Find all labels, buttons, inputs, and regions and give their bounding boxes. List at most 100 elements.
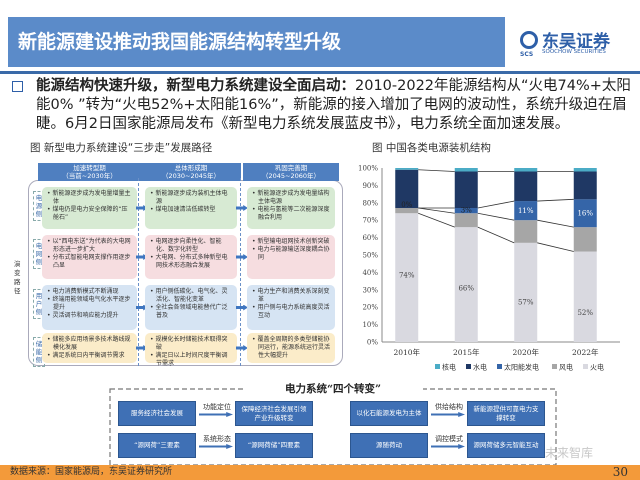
cell-bullet: • 满足系统日内平衡调节需求 [47, 352, 125, 359]
path-cell: • 覆盖全周期的多类型储能协同运行，能源系统运行灵活性大幅提升 [247, 333, 335, 363]
connector-line [537, 242, 574, 252]
cell-text: 灵活调节和响应能力提升 [52, 312, 119, 319]
connector-line [418, 169, 455, 172]
cell-bullet: • 电力生产和消费关系深刻变革 [252, 288, 330, 303]
legend-label: 水电 [473, 363, 487, 372]
cell-text: 新型输电组网技术创新突破 [257, 238, 330, 245]
stage-header: 加速转型期 （当前~2030年） [38, 163, 141, 181]
data-label-thermal: 57% [518, 298, 534, 306]
arrow-icon [431, 444, 465, 449]
lead-bold: 能源结构快速升级，新型电力系统建设全面启动： [36, 78, 355, 94]
legend-label: 太阳能发电 [504, 363, 539, 372]
y-tick-label: 0% [367, 339, 378, 347]
bar-风电 [454, 213, 478, 228]
connector-line [418, 212, 455, 228]
data-label-solar: 16% [577, 210, 593, 218]
path-cell: • 新能源逐步成为发电量结构主体电源 • 电能与氢能等二次能源深度融合利用 [247, 187, 335, 229]
bar-水电 [454, 171, 478, 209]
arrow-icon [136, 304, 148, 311]
y-tick-label: 10% [362, 321, 378, 329]
cell-bullet: • 以“西电东送”为代表的大电网形态进一步扩大 [47, 238, 131, 253]
path-cell: • 新型输电组网技术创新突破 • 电力与能源输送深度耦合协同 [247, 235, 335, 279]
arrow-icon [236, 304, 248, 311]
transforms-title: 电力系统“四个转变” [284, 383, 382, 395]
y-tick-label: 80% [362, 199, 378, 207]
path-cell: • 新能源逐步成为装机主体电源 • 煤电加速清洁低碳转型 [145, 187, 237, 229]
arrow-icon [431, 412, 465, 417]
cell-bullet: • 新能源逐步成为装机主体电源 [150, 190, 228, 205]
header-rule [0, 71, 640, 74]
arrow-icon [236, 345, 248, 351]
cell-bullet: • 规模化长时储能技术取得突破 [150, 336, 228, 351]
data-label-thermal: 74% [399, 272, 415, 280]
bar-水电 [395, 169, 419, 209]
arrow-icon [136, 345, 148, 351]
cell-bullet: • 新型输电组网技术创新突破 [252, 238, 330, 245]
cell-text: 用户侧低碳化、电气化、灵活化、智能化变革 [155, 288, 228, 303]
cell-text: 煤电仍是电力安全保障的“压舱石” [52, 206, 128, 221]
bullet-box-icon [12, 81, 23, 92]
legend-label: 火电 [590, 363, 604, 372]
cell-text: 新能源逐步成为发电量增量主体 [52, 190, 131, 205]
cell-text: 规模化长时储能技术取得突破 [155, 336, 228, 351]
cell-text: 电网逐步向柔性化、智能化、数字化转型 [155, 238, 222, 253]
data-label-solar: 11% [518, 207, 534, 215]
cell-bullet: • 终端用能领域电气化水平逐步提升 [47, 296, 131, 311]
path-cell: • 电力生产和消费关系深刻变革 • 用户侧与电力系统高度灵活互动 [247, 285, 335, 330]
bar-核电 [573, 168, 597, 172]
side-label: 演变路径 [14, 260, 21, 295]
cell-text: 新能源逐步成为装机主体电源 [155, 190, 228, 205]
transform-from-box: “源网荷”三要素 [118, 433, 196, 458]
bar-水电 [514, 171, 538, 202]
connector-line [537, 198, 574, 202]
watermark: 未来智库 [545, 446, 594, 460]
cell-text: 电力生产和消费关系深刻变革 [257, 288, 330, 303]
legend-swatch [583, 364, 588, 369]
transform-from-box: 以化石能源发电为主体 [350, 401, 428, 426]
legend-label: 核电 [442, 363, 456, 372]
cell-bullet: • 大电网、分布式多种新型电网技术形态融合发展 [150, 254, 228, 269]
logo-mark-icon [520, 31, 538, 49]
bar-水电 [573, 171, 597, 200]
legend-swatch [497, 364, 502, 369]
transform-label: 系统形态 [203, 435, 231, 443]
cell-bullet: • 电力消费新模式不断涌现 [47, 288, 119, 295]
data-label-thermal: 52% [577, 309, 593, 317]
transform-from-box: 源随荷动 [350, 433, 428, 458]
stage-header: 总体形成期 （2030~2045年） [141, 163, 241, 181]
footer-source: 数据来源：国家能源局，东吴证券研究所 [0, 465, 640, 480]
bar-火电 [454, 227, 478, 342]
legend-swatch [435, 364, 440, 369]
x-tick-label: 2020年 [512, 347, 539, 357]
bar-风电 [573, 227, 597, 252]
connector-line [537, 219, 574, 228]
cell-bullet: • 用户侧与电力系统高度灵活互动 [252, 304, 330, 319]
chart-title: 图 中国各类电源装机结构 [372, 142, 491, 154]
path-cell: • 用户侧低碳化、电气化、灵活化、智能化变革 • 全社会各领域电能替代广泛普及 [145, 285, 237, 330]
connector-line [477, 200, 515, 209]
y-tick-label: 30% [362, 286, 378, 294]
transform-label: 供给结构 [435, 403, 463, 411]
cell-bullet: • 覆盖全周期的多类型储能协同运行，能源系统运行灵活性大幅提升 [252, 336, 331, 359]
cell-text: 新能源逐步成为发电量结构主体电源 [257, 190, 330, 205]
cell-bullet: • 电网逐步向柔性化、智能化、数字化转型 [150, 238, 222, 253]
cell-bullet: • 分布式智能电网支撑作用逐步凸显 [47, 254, 131, 269]
transform-label: 调控模式 [435, 435, 463, 443]
path-cell: • 新能源逐步成为发电量增量主体 • 煤电仍是电力安全保障的“压舱石” [42, 187, 137, 229]
logo-english: SOOCHOW SECURITIES [542, 49, 606, 55]
arrow-icon [136, 254, 148, 260]
transform-to-box: 源网荷储多元智能互动 [467, 433, 545, 458]
bar-风电 [514, 220, 538, 243]
logo-mark-text: SCS [520, 51, 534, 58]
connector-line [477, 212, 515, 221]
y-tick-label: 50% [362, 252, 378, 260]
legend-label: 风电 [559, 363, 573, 372]
cell-text: 储能多应用场景多技术路线规模化发展 [52, 336, 131, 351]
diagram-title: 图 新型电力系统建设“三步走”发展路径 [30, 142, 213, 154]
arrow-icon [199, 412, 233, 417]
x-tick-label: 2022年 [572, 347, 599, 357]
transform-to-box: “源网荷储”四要素 [235, 433, 313, 458]
transform-label: 功能定位 [203, 403, 231, 411]
cell-bullet: • 用户侧低碳化、电气化、灵活化、智能化变革 [150, 288, 228, 303]
data-label-solar: 0% [401, 201, 412, 209]
